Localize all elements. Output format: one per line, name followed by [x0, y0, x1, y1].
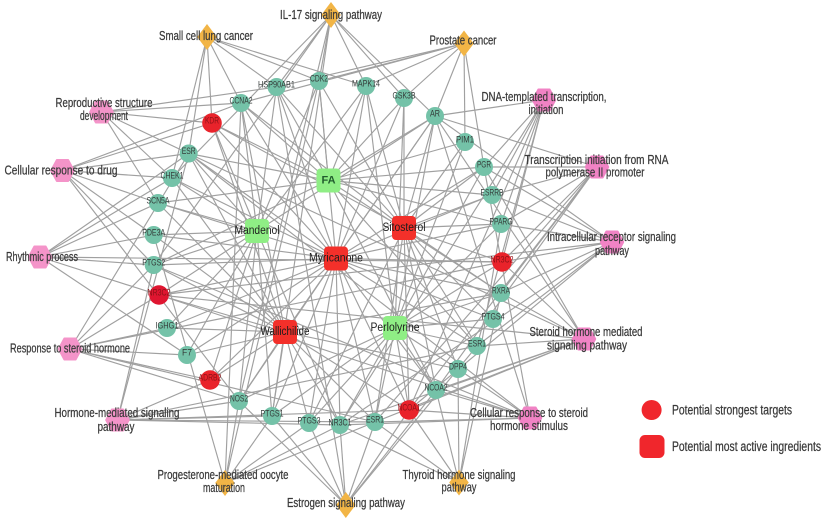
svg-text:KDR: KDR [205, 116, 219, 127]
svg-text:RXRA: RXRA [492, 286, 510, 297]
svg-text:Transcription initiation from: Transcription initiation from RNA [525, 153, 670, 167]
svg-text:ESR1: ESR1 [468, 339, 486, 350]
svg-text:initiation: initiation [529, 103, 564, 117]
svg-text:PDE3A: PDE3A [142, 228, 165, 239]
svg-text:AR: AR [430, 109, 440, 120]
svg-text:hormone stimulus: hormone stimulus [490, 419, 568, 433]
svg-text:Thyroid hormone signaling: Thyroid hormone signaling [403, 468, 516, 482]
svg-text:PTGS2: PTGS2 [142, 258, 165, 269]
svg-text:IL-17 signaling pathway: IL-17 signaling pathway [280, 8, 383, 22]
svg-text:Reproductive structure: Reproductive structure [56, 96, 153, 110]
svg-text:F7: F7 [182, 348, 192, 359]
svg-text:Sitosterol: Sitosterol [383, 222, 426, 234]
svg-text:FA: FA [322, 175, 336, 187]
svg-text:DPP4: DPP4 [449, 362, 467, 373]
svg-text:CDK2: CDK2 [310, 74, 328, 85]
svg-text:Perlolyrine: Perlolyrine [371, 322, 420, 334]
svg-text:ESR: ESR [182, 146, 196, 157]
svg-text:pathway: pathway [98, 420, 136, 434]
svg-text:Estrogen signaling pathway: Estrogen signaling pathway [287, 496, 406, 510]
svg-text:Intracellular receptor signali: Intracellular receptor signaling [547, 230, 676, 244]
svg-text:maturation: maturation [203, 481, 245, 495]
svg-text:Prostate cancer: Prostate cancer [430, 34, 497, 48]
svg-text:NR3C1: NR3C1 [329, 418, 352, 429]
svg-text:HSP90AB1: HSP90AB1 [258, 80, 295, 91]
svg-text:ADRB2: ADRB2 [199, 373, 222, 384]
svg-text:Progesterone-mediated oocyte: Progesterone-mediated oocyte [158, 468, 289, 482]
svg-text:Small cell lung cancer: Small cell lung cancer [159, 29, 253, 43]
svg-text:Response to steroid hormone: Response to steroid hormone [10, 342, 130, 356]
svg-text:DNA-templated transcription,: DNA-templated transcription, [482, 90, 607, 104]
svg-text:PIM1: PIM1 [456, 135, 474, 146]
svg-text:NCOA2: NCOA2 [425, 383, 448, 394]
svg-text:ESR1: ESR1 [366, 415, 384, 426]
svg-text:NR3C2: NR3C2 [148, 288, 171, 299]
svg-text:Cellular response to steroid: Cellular response to steroid [470, 406, 588, 420]
svg-text:Hormone-mediated signaling: Hormone-mediated signaling [55, 406, 180, 420]
svg-text:pathway: pathway [442, 481, 478, 495]
svg-text:PTGS4: PTGS4 [482, 312, 505, 323]
svg-text:MAPK14: MAPK14 [352, 79, 380, 90]
svg-text:NOS2: NOS2 [230, 394, 248, 405]
svg-text:Potential strongest targets: Potential strongest targets [672, 403, 792, 418]
svg-text:SCN5A: SCN5A [147, 196, 170, 207]
svg-text:Rhythmic process: Rhythmic process [6, 250, 78, 264]
svg-text:IGHG1: IGHG1 [156, 321, 179, 332]
svg-text:PGR: PGR [477, 160, 491, 171]
svg-text:Myricanone: Myricanone [309, 253, 363, 265]
svg-text:NCOA1: NCOA1 [398, 403, 421, 414]
svg-text:CCNA2: CCNA2 [230, 96, 253, 107]
svg-text:Mandenol: Mandenol [235, 225, 280, 237]
svg-text:development: development [80, 109, 128, 123]
svg-text:pathway: pathway [595, 244, 630, 258]
svg-text:Cellular response to drug: Cellular response to drug [5, 164, 118, 178]
svg-text:PTGS3: PTGS3 [298, 416, 321, 427]
svg-text:Steroid hormone mediated: Steroid hormone mediated [530, 325, 643, 339]
svg-text:NR3C2: NR3C2 [491, 255, 514, 266]
svg-text:Wallichilide: Wallichilide [261, 326, 310, 338]
svg-text:PPARG: PPARG [490, 217, 513, 228]
svg-text:polymerase II promoter: polymerase II promoter [546, 166, 645, 180]
svg-text:Potential most active ingredie: Potential most active ingredients [672, 439, 821, 454]
svg-text:CHEK1: CHEK1 [161, 171, 184, 182]
svg-text:GSK3B: GSK3B [393, 91, 416, 102]
svg-text:signaling pathway: signaling pathway [547, 339, 628, 353]
svg-text:ESRRB: ESRRB [481, 188, 504, 199]
svg-text:PTGS1: PTGS1 [261, 409, 284, 420]
